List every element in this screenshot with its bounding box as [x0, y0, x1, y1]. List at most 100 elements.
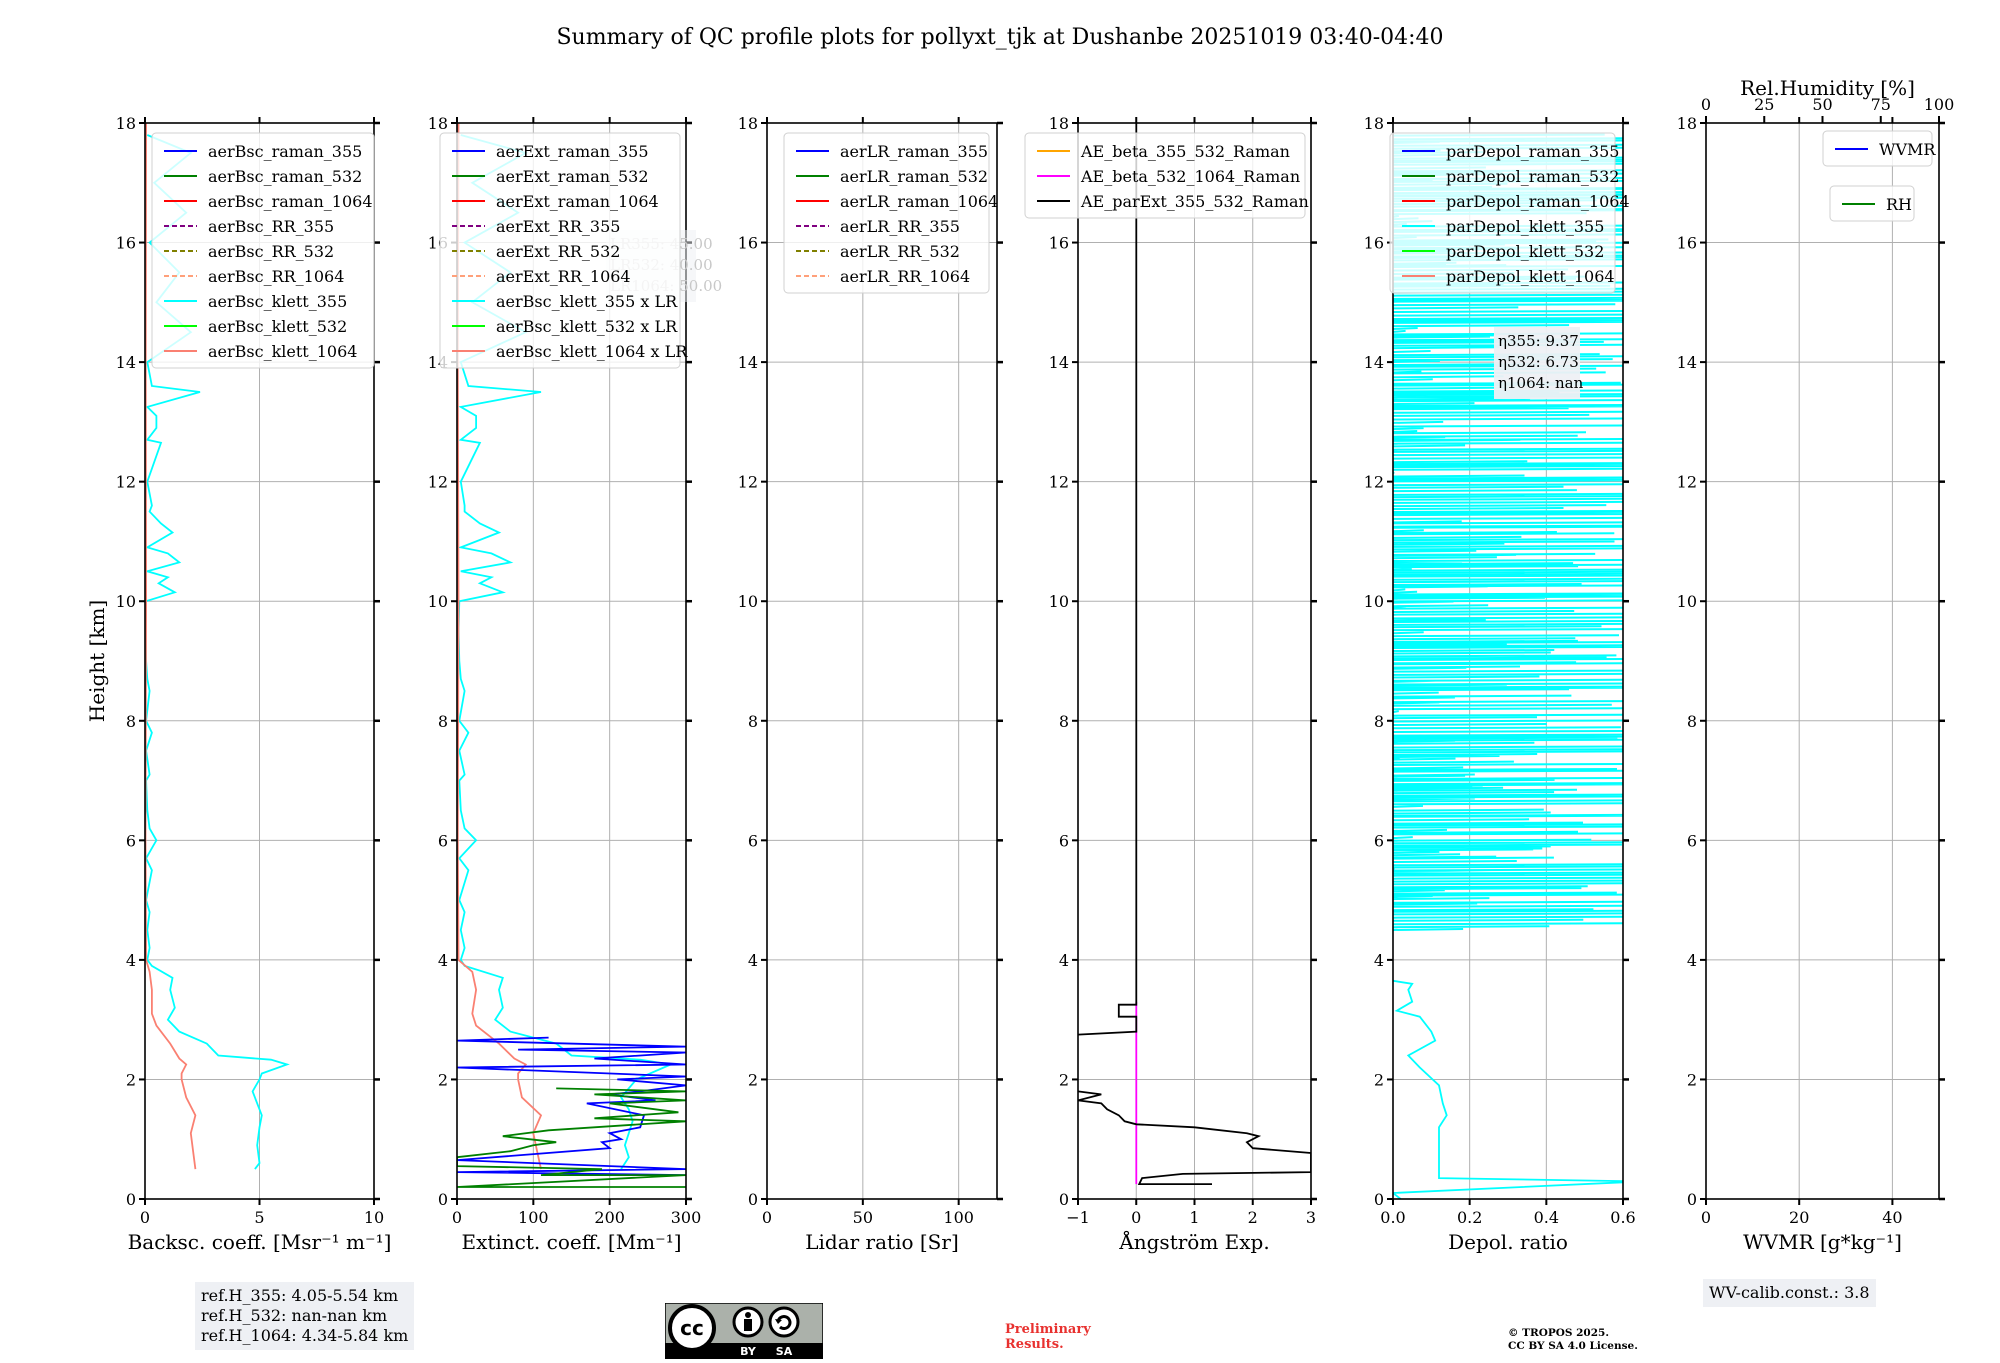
y-tick-label: 12 — [428, 473, 448, 492]
y-tick-label: 6 — [1059, 831, 1069, 850]
copyright-line-2: CC BY SA 4.0 License. — [1508, 1340, 1638, 1352]
preliminary-line-1: Preliminary — [1005, 1322, 1091, 1337]
copyright-line-1: © TROPOS 2025. — [1508, 1327, 1610, 1339]
x-tick-label: 20 — [1789, 1208, 1809, 1227]
y-tick-label: 14 — [1677, 353, 1697, 372]
annotation-line: η532: 6.73 — [1498, 353, 1579, 371]
legend: parDepol_raman_355 parDepol_raman_532 parD… — [1389, 132, 1630, 294]
y-tick-label: 16 — [1049, 234, 1069, 253]
sa-share-alike-icon — [768, 1306, 800, 1338]
y-tick-label: 6 — [126, 831, 136, 850]
y-tick-label: 2 — [1059, 1070, 1069, 1089]
panel-depol: 0.0 0.2 0.4 0.6 0 2 4 6 8 10 12 14 16 18 Depol. ratio η… — [1364, 114, 1636, 1254]
y-tick-label: 12 — [1049, 473, 1069, 492]
x2-tick-label: 25 — [1754, 95, 1774, 114]
axes-frame — [766, 122, 998, 1200]
legend-label: aerBsc_RR_1064 — [208, 267, 344, 286]
legend-rh: RH — [1829, 185, 1915, 222]
series-parDepol_klett_355 — [1393, 979, 1623, 1199]
legend-box — [1024, 132, 1306, 219]
x-tick-label: 50 — [853, 1208, 873, 1227]
axes-frame — [1705, 122, 1940, 1200]
y-tick-label: 4 — [126, 951, 136, 970]
svg-text:cc: cc — [680, 1316, 704, 1340]
y-tick-label: 6 — [1374, 831, 1384, 850]
y-tick-label: 12 — [116, 473, 136, 492]
ref-height-532: ref.H_532: nan-nan km — [201, 1306, 388, 1325]
y-tick-label: 0 — [1374, 1190, 1384, 1209]
legend-label: AE_beta_355_532_Raman — [1080, 142, 1290, 161]
x-tick-label: 40 — [1882, 1208, 1902, 1227]
preliminary-line-2: Results. — [1005, 1337, 1064, 1352]
y-tick-label: 10 — [116, 592, 136, 611]
y-tick-label: 10 — [1677, 592, 1697, 611]
legend: aerExt_raman_355 aerExt_raman_532 aerExt_r… — [439, 132, 688, 369]
legend-label: aerExt_raman_532 — [496, 167, 649, 186]
y-tick-label: 18 — [428, 114, 448, 133]
wv-calibration-constant: WV-calib.const.: 3.8 — [1709, 1283, 1870, 1302]
series-AE_parExt_355_532_Raman_upper — [1078, 123, 1138, 1036]
x2-tick-label: 75 — [1871, 95, 1891, 114]
x-tick-label: 0 — [140, 1208, 150, 1227]
series-aerExt_raman_355 — [457, 1036, 686, 1176]
y-tick-label: 14 — [738, 353, 758, 372]
y-tick-label: 0 — [438, 1190, 448, 1209]
y-tick-label: 14 — [1049, 353, 1069, 372]
x-tick-label: 100 — [943, 1208, 974, 1227]
x-tick-label: 0 — [1131, 1208, 1141, 1227]
legend-label: aerExt_RR_355 — [496, 217, 620, 236]
y-axis-label: Height [km] — [85, 600, 109, 722]
y-tick-label: 8 — [1374, 712, 1384, 731]
figure-title: Summary of QC profile plots for pollyxt_… — [556, 25, 1443, 50]
y-tick-label: 8 — [748, 712, 758, 731]
y-tick-label: 18 — [1049, 114, 1069, 133]
reference-height-box: ref.H_355: 4.05-5.54 km ref.H_532: nan-n… — [195, 1282, 415, 1350]
y-tick-label: 8 — [1059, 712, 1069, 731]
x-tick-label: 10 — [364, 1208, 384, 1227]
x-tick-label: 0.4 — [1534, 1208, 1559, 1227]
legend-label: aerBsc_klett_1064 x LR — [496, 342, 688, 361]
legend-label: aerBsc_RR_355 — [208, 217, 334, 236]
annotation-background — [1494, 327, 1580, 399]
ref-height-1064: ref.H_1064: 4.34-5.84 km — [201, 1326, 409, 1345]
x-axis-label: WVMR [g*kg⁻¹] — [1743, 1230, 1902, 1254]
legend-label: aerExt_RR_1064 — [496, 267, 631, 286]
legend-label: AE_beta_532_1064_Raman — [1080, 167, 1300, 186]
y-tick-label: 4 — [1374, 951, 1384, 970]
y-tick-label: 14 — [116, 353, 136, 372]
legend-label: RH — [1886, 195, 1912, 214]
x-tick-label: −1 — [1066, 1208, 1090, 1227]
y-tick-label: 2 — [1374, 1070, 1384, 1089]
x-tick-label: 0.2 — [1457, 1208, 1482, 1227]
y-tick-label: 18 — [1364, 114, 1384, 133]
y-tick-label: 16 — [738, 234, 758, 253]
y-tick-label: 10 — [428, 592, 448, 611]
legend: AE_beta_355_532_Raman AE_beta_532_1064_Ra… — [1024, 132, 1309, 219]
legend: aerBsc_raman_355 aerBsc_raman_532 aerBsc_r… — [151, 132, 375, 369]
legend-box — [439, 132, 681, 369]
legend-box — [783, 132, 990, 294]
y-tick-label: 10 — [738, 592, 758, 611]
series-group — [1078, 123, 1311, 1185]
y-tick-label: 18 — [1677, 114, 1697, 133]
x-tick-label: 2 — [1248, 1208, 1258, 1227]
y-tick-label: 2 — [126, 1070, 136, 1089]
y-tick-label: 0 — [748, 1190, 758, 1209]
legend-label: aerBsc_klett_355 — [208, 292, 347, 311]
legend: WVMR — [1822, 130, 1936, 167]
y-tick-label: 0 — [1687, 1190, 1697, 1209]
x-tick-label: 1 — [1189, 1208, 1199, 1227]
legend-label: aerBsc_RR_532 — [208, 242, 334, 261]
x-tick-label: 0.0 — [1380, 1208, 1405, 1227]
legend-label: aerLR_RR_532 — [840, 242, 960, 261]
y-tick-label: 12 — [738, 473, 758, 492]
x-tick-label: 200 — [594, 1208, 625, 1227]
legend-label: parDepol_klett_1064 — [1446, 267, 1615, 286]
y-tick-label: 10 — [1049, 592, 1069, 611]
series-group — [1393, 133, 1623, 1199]
copyright-note: © TROPOS 2025. CC BY SA 4.0 License. — [1508, 1327, 1638, 1353]
y-tick-label: 10 — [1364, 592, 1384, 611]
